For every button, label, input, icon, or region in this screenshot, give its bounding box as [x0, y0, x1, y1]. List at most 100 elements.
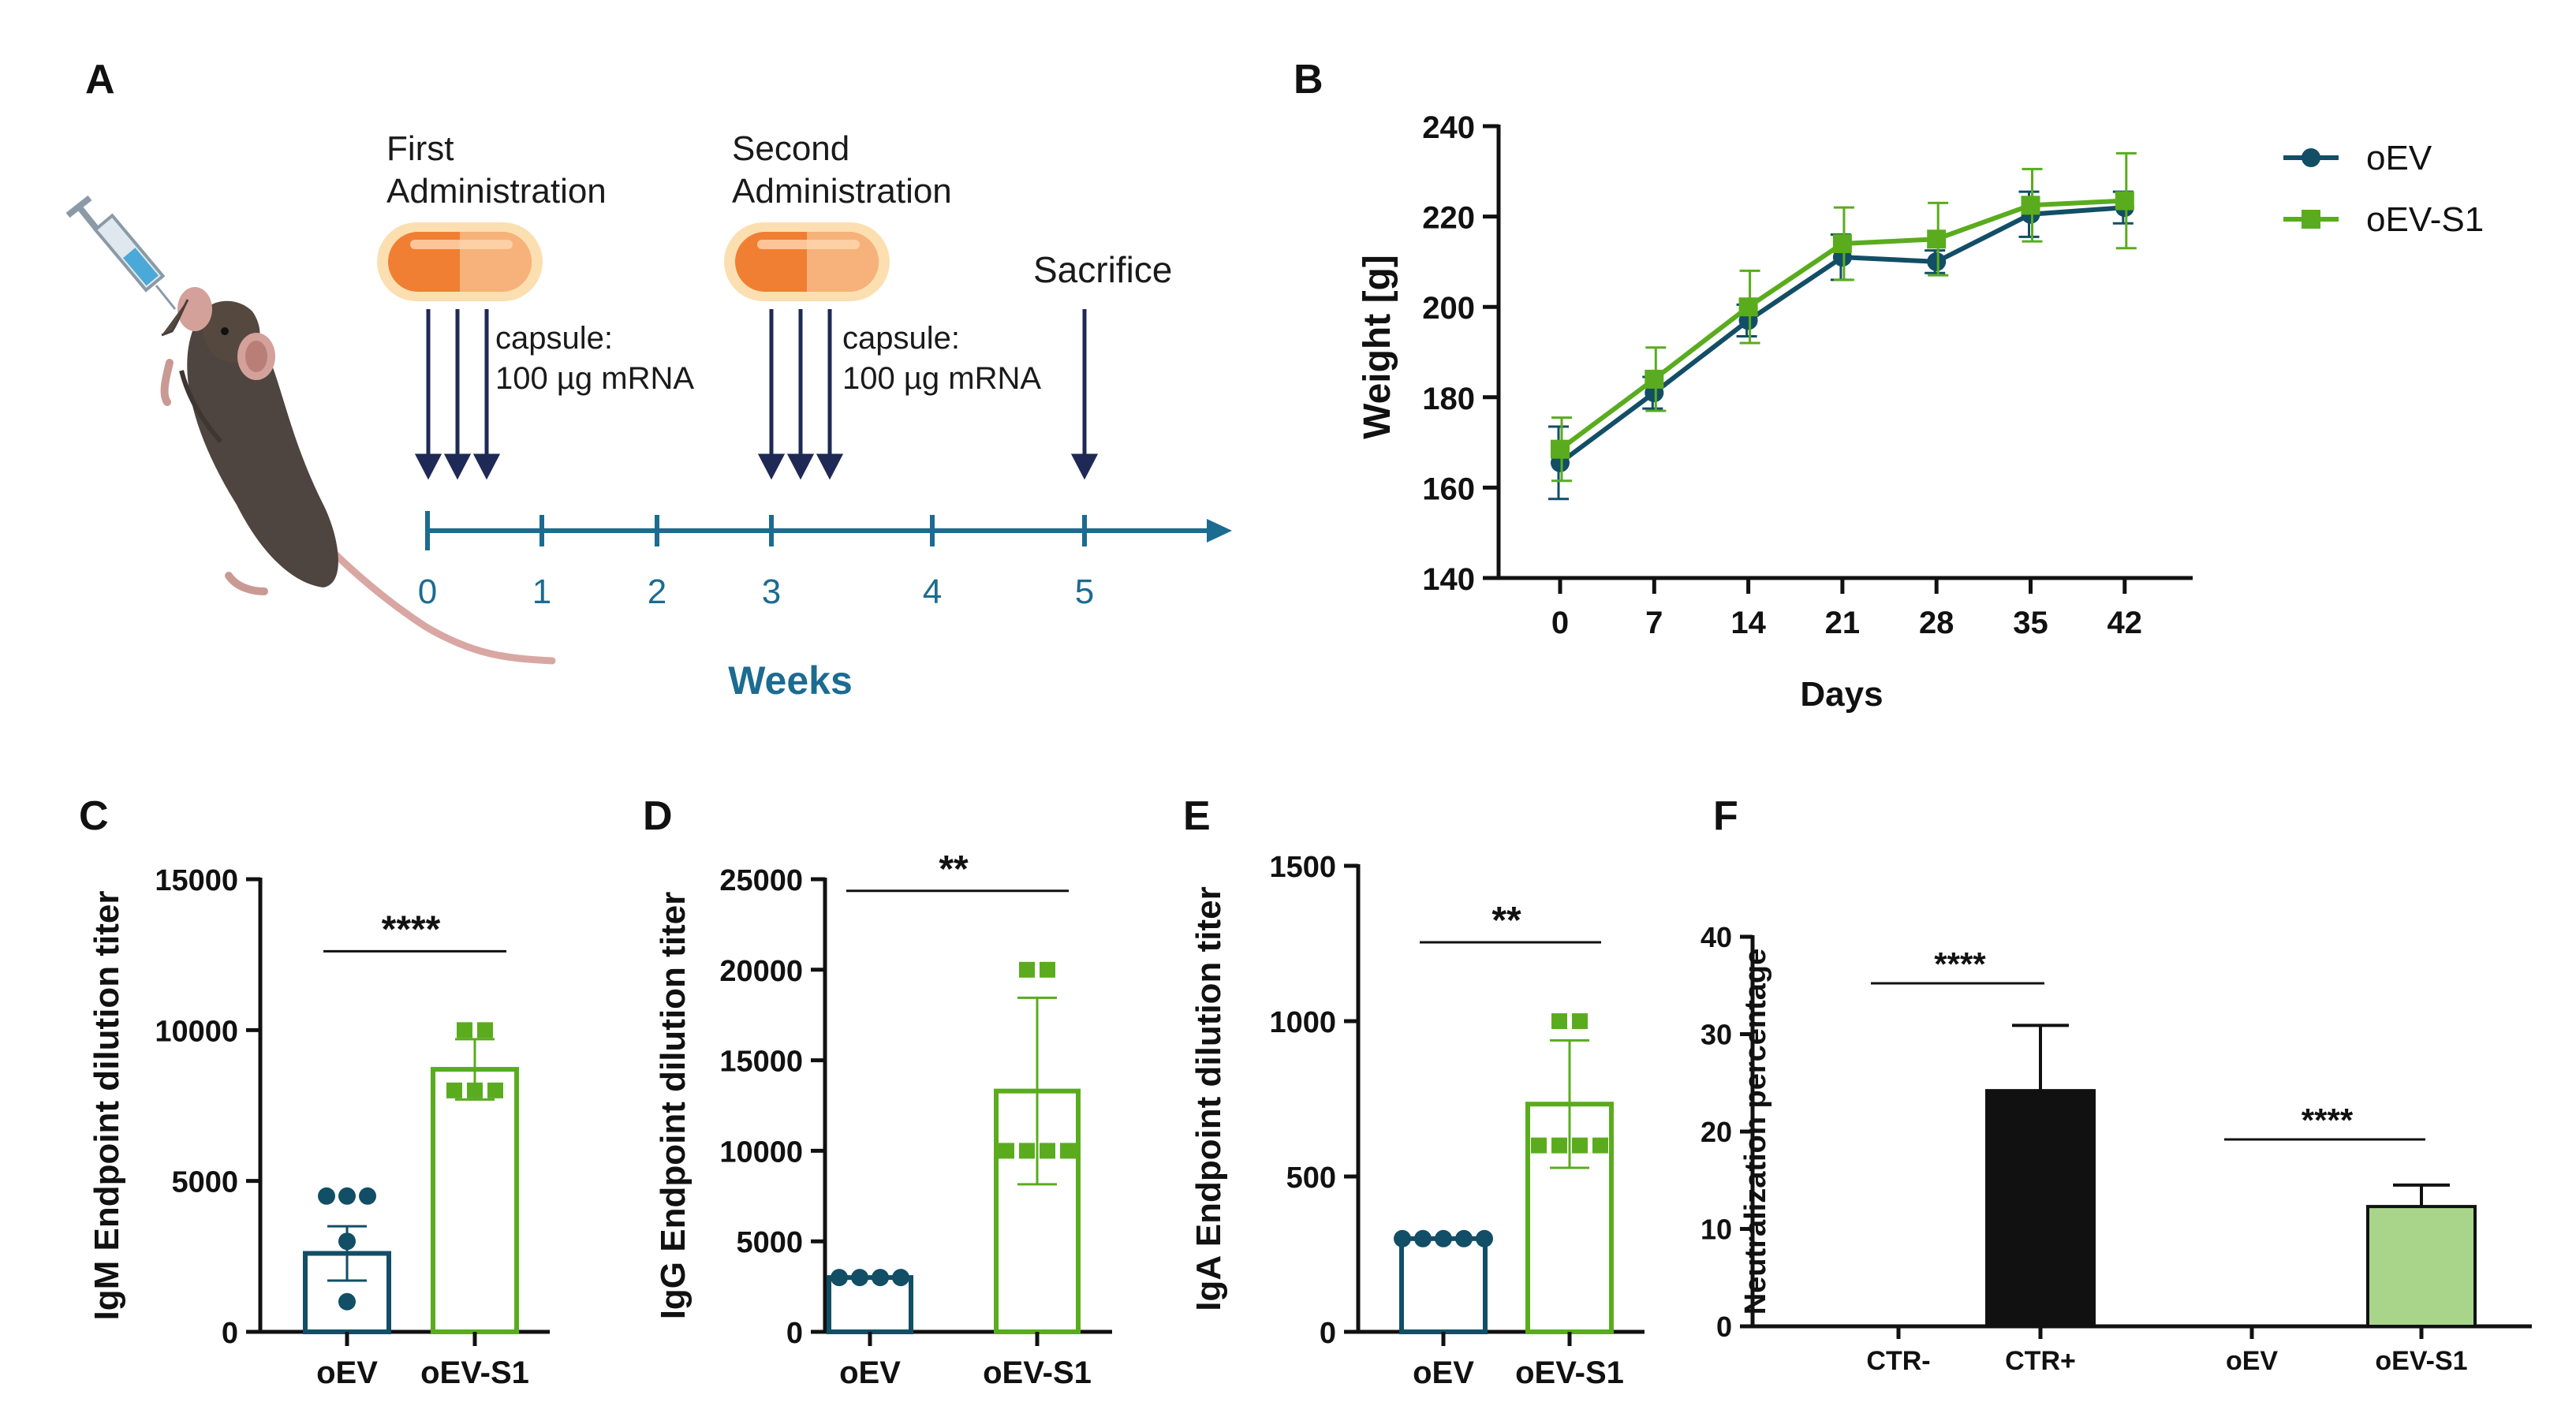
data-point	[1060, 1143, 1076, 1159]
data-point	[1572, 1137, 1588, 1154]
igm-bar-chart: 0 5000 10000 15000 IgM Endpoint dilution tit…	[88, 864, 550, 1390]
x-tick-label: 7	[1645, 606, 1663, 640]
y-tick-label: 140	[1422, 562, 1475, 597]
legend-label: oEV-S1	[2366, 200, 2484, 239]
data-point	[1435, 1229, 1452, 1247]
data-point	[1476, 1229, 1493, 1247]
y-tick-label: 0	[1716, 1311, 1732, 1343]
panel-label-e: E	[1183, 793, 1211, 839]
data-point	[1927, 229, 1947, 249]
y-tick-label: 1500	[1269, 851, 1336, 884]
capsule-icon	[724, 222, 890, 301]
y-tick-label: 0	[1320, 1317, 1336, 1350]
data-point	[1551, 439, 1570, 459]
data-point	[2115, 191, 2134, 211]
y-tick-label: 500	[1286, 1162, 1336, 1195]
second-admin-line2: Administration	[732, 172, 952, 211]
capsule-text-1b: 100 µg mRNA	[495, 361, 694, 396]
capsule-text-1a: capsule:	[495, 321, 613, 356]
igg-bar-chart: 0 5000 10000 15000 20000 25000 IgG Endpoint di…	[654, 848, 1112, 1390]
data-point	[338, 1187, 356, 1205]
data-point	[999, 1143, 1014, 1159]
y-axis-label: Neutralization percentage	[1739, 949, 1772, 1315]
data-point	[457, 1022, 472, 1039]
x-tick-label: CTR+	[2005, 1346, 2076, 1376]
data-point	[467, 1082, 483, 1098]
data-point	[1019, 961, 1035, 978]
data-point	[477, 1022, 493, 1039]
data-point	[1394, 1229, 1411, 1247]
x-tick-label: oEV-S1	[420, 1355, 529, 1390]
data-point	[338, 1292, 356, 1311]
data-point	[1832, 233, 1852, 253]
data-point	[1551, 1137, 1567, 1154]
data-point	[1572, 1013, 1588, 1029]
y-tick-label: 10	[1701, 1214, 1732, 1246]
legend-marker	[2302, 148, 2320, 167]
y-tick-label: 20	[1701, 1116, 1732, 1148]
admin-arrows	[414, 309, 1099, 480]
y-tick-label: 20000	[719, 955, 803, 988]
data-point	[1551, 1013, 1567, 1029]
data-point	[892, 1269, 909, 1287]
timeline-axis-label: Weeks	[728, 658, 853, 703]
iga-bar-chart: 0 500 1000 1500 IgA Endpoint dilution titer o…	[1189, 851, 1645, 1390]
significance-label: ****	[382, 908, 441, 950]
x-tick-label: oEV	[2226, 1346, 2278, 1376]
panel-label-b: B	[1294, 57, 1323, 103]
data-point	[1531, 1137, 1547, 1154]
weight-line-chart: 140 160 180 200 220 240 0 7 14 21 28 35 42 Days Weight…	[1357, 110, 2484, 714]
significance-label: **	[1491, 900, 1521, 942]
x-tick-label: oEV-S1	[2375, 1346, 2467, 1376]
data-point	[1927, 252, 1947, 271]
data-point	[446, 1082, 462, 1098]
x-tick-label: oEV	[316, 1355, 378, 1390]
x-tick-label: oEV-S1	[1515, 1355, 1624, 1390]
mouse-icon	[160, 287, 556, 665]
data-point	[1738, 297, 1758, 317]
y-axis-label: Weight [g]	[1357, 255, 1398, 439]
data-point	[1592, 1137, 1608, 1154]
data-point	[851, 1269, 868, 1287]
y-tick-label: 0	[786, 1317, 803, 1350]
syringe-icon	[65, 195, 177, 310]
data-point	[1645, 369, 1664, 389]
y-axis-label: IgG Endpoint dilution titer	[654, 892, 693, 1320]
legend-marker	[2302, 210, 2320, 229]
significance-label: ****	[1934, 945, 1986, 983]
y-tick-label: 1000	[1269, 1006, 1336, 1039]
bar	[1985, 1089, 2096, 1328]
data-point	[1040, 1143, 1055, 1159]
y-axis-label: IgA Endpoint dilution titer	[1189, 886, 1228, 1311]
panel-label-d: D	[643, 793, 673, 839]
y-tick-label: 160	[1422, 472, 1475, 506]
y-tick-label: 40	[1701, 921, 1732, 953]
timeline-tick-4: 4	[923, 572, 942, 611]
timeline-tick-5: 5	[1075, 572, 1094, 611]
y-tick-label: 180	[1422, 382, 1475, 416]
x-tick-label: oEV	[1413, 1355, 1474, 1390]
x-tick-label: oEV-S1	[983, 1355, 1092, 1390]
data-point	[831, 1269, 848, 1287]
bar	[1399, 1236, 1488, 1335]
significance-label: ****	[2302, 1102, 2354, 1139]
y-tick-label: 15000	[719, 1046, 803, 1079]
bar	[431, 1067, 519, 1334]
y-tick-label: 5000	[736, 1226, 803, 1259]
bar	[2366, 1205, 2477, 1328]
significance-label: **	[939, 848, 969, 890]
data-point	[1040, 961, 1055, 978]
x-tick-label: CTR-	[1866, 1346, 1930, 1376]
data-point	[2021, 196, 2040, 215]
x-tick-label: 14	[1730, 606, 1766, 640]
y-tick-label: 240	[1422, 110, 1475, 145]
first-admin-line1: First	[386, 129, 454, 168]
y-tick-label: 15000	[155, 864, 238, 897]
y-tick-label: 10000	[719, 1135, 803, 1169]
capsule-icon	[377, 222, 543, 301]
data-point	[1414, 1229, 1432, 1247]
sacrifice-label: Sacrifice	[1033, 249, 1172, 290]
y-tick-label: 0	[222, 1317, 238, 1350]
